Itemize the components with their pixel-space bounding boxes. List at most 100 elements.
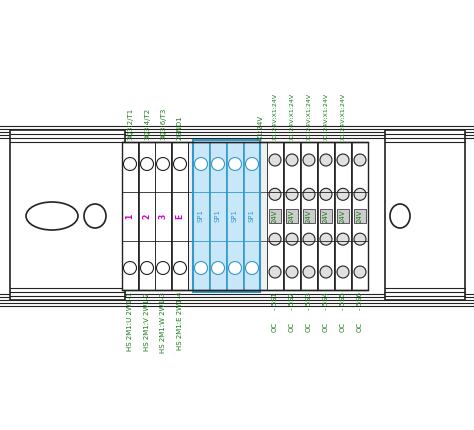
Text: HS 2M1:E 2W1-4: HS 2M1:E 2W1-4 xyxy=(177,292,183,350)
Circle shape xyxy=(320,154,332,166)
Text: - 5S3: - 5S3 xyxy=(306,292,312,310)
Bar xyxy=(172,142,188,290)
Text: 24V: 24V xyxy=(357,209,363,223)
Bar xyxy=(301,142,317,290)
Bar xyxy=(385,130,465,300)
Ellipse shape xyxy=(26,202,78,230)
Circle shape xyxy=(354,233,366,245)
Circle shape xyxy=(320,188,332,200)
Bar xyxy=(284,142,300,290)
Circle shape xyxy=(140,157,154,171)
Circle shape xyxy=(246,261,258,274)
Text: OC: OC xyxy=(306,322,312,332)
Circle shape xyxy=(156,157,170,171)
Circle shape xyxy=(286,154,298,166)
Circle shape xyxy=(303,266,315,278)
Text: X1:24V;X1:24V: X1:24V;X1:24V xyxy=(323,93,328,140)
Circle shape xyxy=(246,157,258,171)
Bar xyxy=(193,142,209,290)
Text: HS 2M1:U 2W1-1: HS 2M1:U 2W1-1 xyxy=(127,292,133,351)
Text: 2: 2 xyxy=(143,213,152,218)
Bar xyxy=(352,142,368,290)
Text: X1:24V;X1:24V: X1:24V;X1:24V xyxy=(307,93,311,140)
Circle shape xyxy=(320,266,332,278)
Text: OC: OC xyxy=(340,322,346,332)
Text: 3Q3:4/T2: 3Q3:4/T2 xyxy=(144,108,150,140)
Bar xyxy=(286,209,298,223)
Circle shape xyxy=(211,261,225,274)
Ellipse shape xyxy=(390,204,410,228)
Text: - 5S4: - 5S4 xyxy=(323,292,329,310)
Circle shape xyxy=(354,154,366,166)
Circle shape xyxy=(303,188,315,200)
Text: SP1: SP1 xyxy=(198,209,204,222)
Text: SP1: SP1 xyxy=(232,209,238,222)
Bar xyxy=(10,130,125,300)
Circle shape xyxy=(320,233,332,245)
Bar xyxy=(267,142,283,290)
Circle shape xyxy=(286,266,298,278)
Text: - 5S2: - 5S2 xyxy=(289,292,295,310)
Circle shape xyxy=(269,188,281,200)
Text: HS 2M1:V 2W1-2: HS 2M1:V 2W1-2 xyxy=(144,292,150,351)
Text: X1:24V;X1:24V: X1:24V;X1:24V xyxy=(273,93,277,140)
Bar xyxy=(155,142,171,290)
Text: 24V: 24V xyxy=(289,209,295,223)
Bar xyxy=(122,142,368,290)
Text: 3: 3 xyxy=(158,213,167,218)
Text: 2GND1: 2GND1 xyxy=(177,115,183,140)
Text: 24V: 24V xyxy=(272,209,278,223)
Bar xyxy=(318,142,334,290)
Text: 3Q3:6/T3: 3Q3:6/T3 xyxy=(160,108,166,140)
Circle shape xyxy=(156,261,170,274)
Bar xyxy=(269,209,281,223)
Circle shape xyxy=(173,157,186,171)
Text: - 5S5: - 5S5 xyxy=(340,292,346,310)
Circle shape xyxy=(354,266,366,278)
Text: 1: 1 xyxy=(126,213,135,218)
Circle shape xyxy=(286,233,298,245)
Text: SP1: SP1 xyxy=(249,209,255,222)
Circle shape xyxy=(228,261,241,274)
Circle shape xyxy=(173,261,186,274)
Bar xyxy=(122,142,138,290)
Text: - 5S1: - 5S1 xyxy=(272,292,278,310)
Bar xyxy=(139,142,155,290)
Text: OC: OC xyxy=(357,322,363,332)
Text: HS 2M1:W 2W1-3: HS 2M1:W 2W1-3 xyxy=(160,292,166,353)
Circle shape xyxy=(337,266,349,278)
Circle shape xyxy=(303,154,315,166)
Circle shape xyxy=(269,154,281,166)
Text: X1:24V: X1:24V xyxy=(258,115,264,140)
Text: 24V: 24V xyxy=(323,209,329,223)
Text: - 5S6: - 5S6 xyxy=(357,292,363,310)
Circle shape xyxy=(228,157,241,171)
Circle shape xyxy=(269,266,281,278)
Text: X1:24V;X1:24V: X1:24V;X1:24V xyxy=(290,93,294,140)
Circle shape xyxy=(194,261,208,274)
Text: E: E xyxy=(175,213,184,218)
Circle shape xyxy=(337,154,349,166)
Circle shape xyxy=(354,188,366,200)
Bar xyxy=(337,209,349,223)
Bar xyxy=(354,209,366,223)
Circle shape xyxy=(337,233,349,245)
Bar xyxy=(335,142,351,290)
Bar xyxy=(210,142,226,290)
Circle shape xyxy=(286,188,298,200)
Text: OC: OC xyxy=(272,322,278,332)
Bar xyxy=(244,142,260,290)
Text: 3Q3:2/T1: 3Q3:2/T1 xyxy=(127,108,133,140)
Text: OC: OC xyxy=(289,322,295,332)
Circle shape xyxy=(124,157,137,171)
Ellipse shape xyxy=(84,204,106,228)
Bar xyxy=(122,142,368,290)
Circle shape xyxy=(337,188,349,200)
Circle shape xyxy=(124,261,137,274)
Circle shape xyxy=(211,157,225,171)
Circle shape xyxy=(303,233,315,245)
Circle shape xyxy=(194,157,208,171)
Text: X1:24V;X1:24V: X1:24V;X1:24V xyxy=(340,93,346,140)
Circle shape xyxy=(269,233,281,245)
Bar xyxy=(303,209,315,223)
